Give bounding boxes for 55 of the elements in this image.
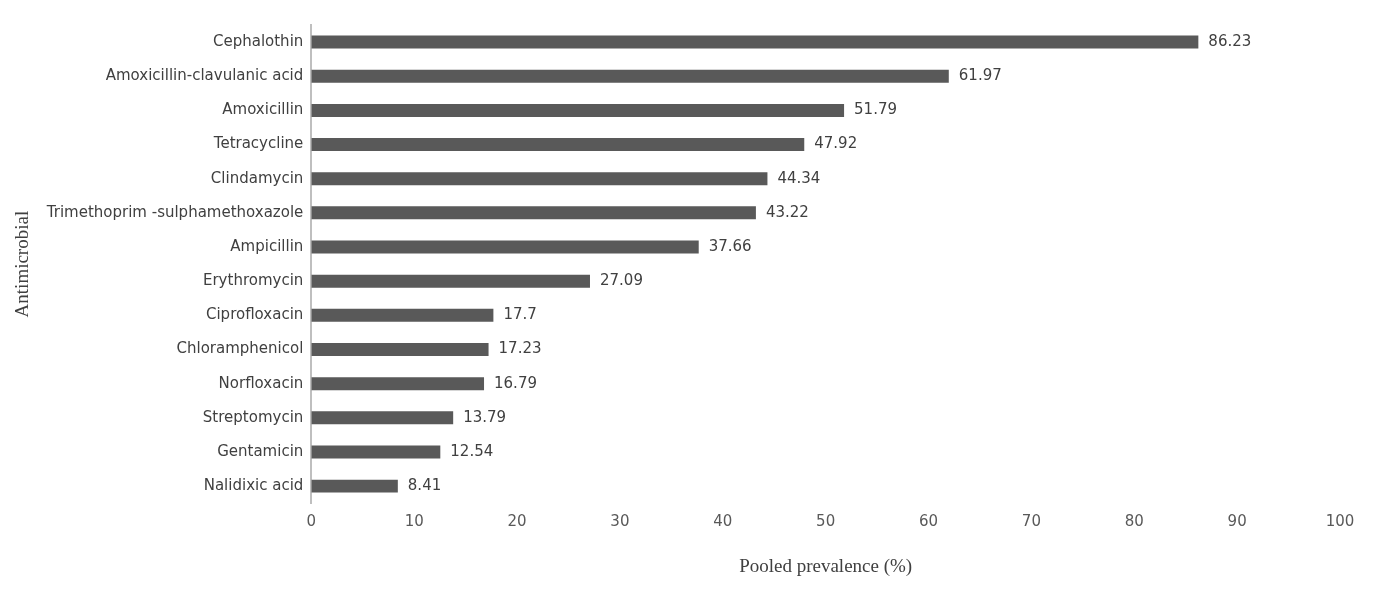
x-tick-label: 20 — [507, 512, 527, 531]
bar — [311, 274, 590, 288]
data-label: 43.22 — [765, 202, 809, 221]
bar — [311, 35, 1199, 49]
x-tick-label: 100 — [1325, 512, 1355, 531]
data-label: 51.79 — [854, 100, 898, 119]
data-label: 12.54 — [450, 441, 494, 460]
data-label: 61.97 — [958, 66, 1002, 85]
data-label: 27.09 — [599, 271, 643, 290]
x-tick-label: 40 — [713, 512, 733, 531]
bar — [311, 240, 699, 254]
bar — [311, 69, 949, 83]
data-label: 13.79 — [463, 407, 507, 426]
bar — [311, 479, 398, 493]
data-label: 37.66 — [708, 236, 752, 255]
x-axis-title: Pooled prevalence (%) — [739, 554, 913, 577]
y-tick-label: Streptomycin — [202, 407, 304, 426]
data-label: 17.7 — [503, 305, 537, 324]
data-label: 17.23 — [498, 339, 542, 358]
bar — [311, 103, 845, 117]
x-tick-label: 30 — [610, 512, 630, 531]
data-label: 16.79 — [494, 373, 537, 392]
y-tick-label: Nalidixic acid — [203, 476, 304, 495]
y-tick-label: Erythromycin — [202, 271, 304, 290]
bar — [311, 138, 805, 152]
x-tick-label: 0 — [306, 512, 317, 531]
y-tick-label: Amoxicillin-clavulanic acid — [105, 66, 304, 85]
x-tick-label: 10 — [404, 512, 424, 531]
bar — [311, 172, 768, 186]
x-tick-label: 50 — [816, 512, 836, 531]
data-label: 44.34 — [777, 168, 821, 187]
y-tick-label: Amoxicillin — [222, 100, 304, 119]
x-tick-label: 70 — [1021, 512, 1041, 531]
x-tick-label: 90 — [1227, 512, 1247, 531]
y-tick-label: Tetracycline — [212, 134, 304, 153]
y-tick-label: Ampicillin — [230, 236, 304, 255]
x-tick-label: 80 — [1124, 512, 1144, 531]
bar — [311, 308, 494, 322]
y-axis-title: Antimicrobial — [11, 210, 33, 318]
bar — [311, 343, 489, 356]
y-tick-label: Trimethoprim -sulphamethoxazole — [45, 202, 304, 221]
y-tick-label: Norfloxacin — [218, 373, 304, 392]
y-tick-label: Chloramphenicol — [176, 339, 304, 358]
bar — [311, 411, 454, 425]
x-tick-label: 60 — [918, 512, 939, 531]
y-tick-label: Clindamycin — [210, 168, 304, 187]
data-label: 8.41 — [407, 476, 442, 495]
bar — [311, 206, 756, 220]
y-tick-label: Gentamicin — [217, 441, 304, 460]
y-tick-label: Cephalothin — [212, 31, 304, 50]
bar — [311, 445, 441, 459]
data-label: 47.92 — [814, 134, 858, 153]
y-tick-label: Ciprofloxacin — [205, 305, 304, 324]
data-label: 86.23 — [1208, 31, 1252, 50]
bar — [311, 377, 485, 391]
